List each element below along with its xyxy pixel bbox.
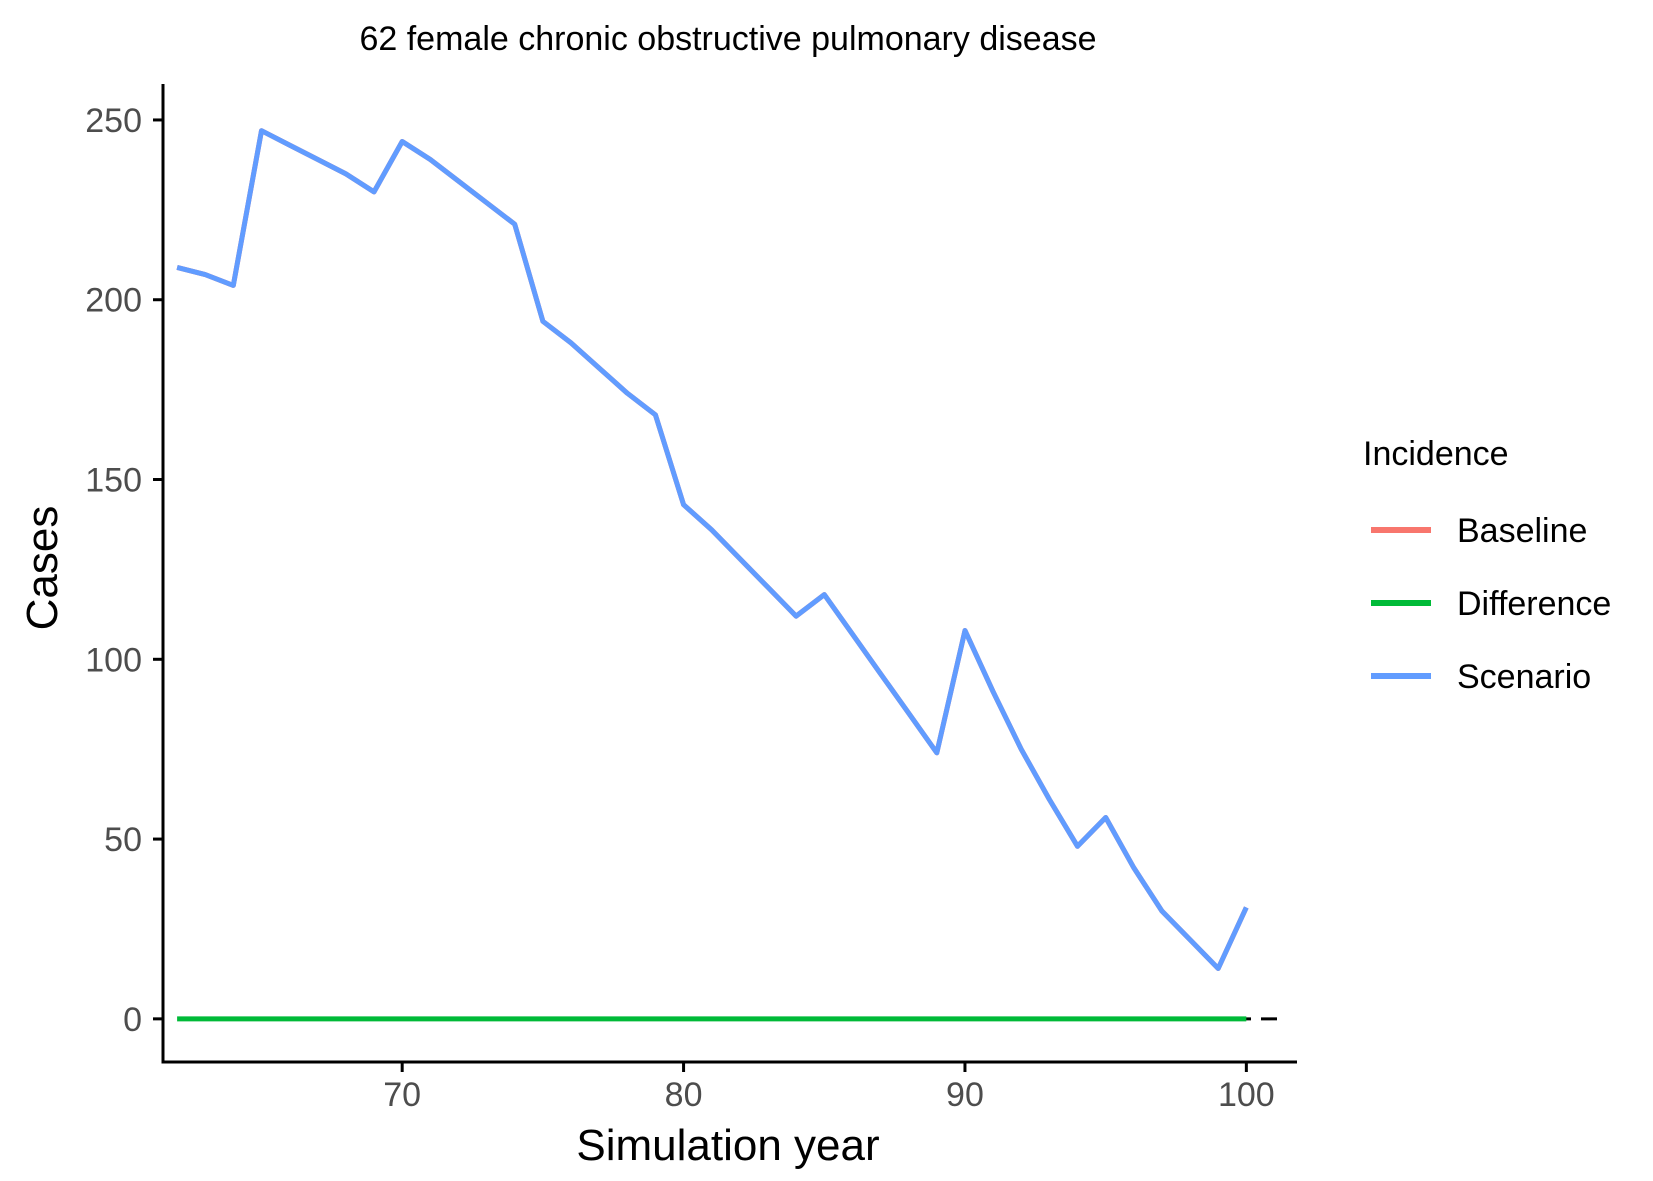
legend-label-difference: Difference xyxy=(1457,585,1611,623)
legend-title: Incidence xyxy=(1363,435,1509,473)
x-axis-title: Simulation year xyxy=(576,1121,879,1170)
x-tick-label: 80 xyxy=(665,1076,703,1114)
series-line-scenario xyxy=(176,128,1249,971)
y-axis-title: Cases xyxy=(18,506,67,631)
y-tick-label: 100 xyxy=(85,641,142,679)
y-axis-ticks: 0 50 100 150 200 250 xyxy=(85,102,163,1039)
x-tick-label: 90 xyxy=(946,1076,984,1114)
x-axis-ticks: 70 80 90 100 xyxy=(383,1062,1275,1114)
y-tick-label: 250 xyxy=(85,102,142,140)
y-tick-label: 0 xyxy=(123,1001,142,1039)
series-lines xyxy=(176,128,1249,1022)
legend-label-baseline: Baseline xyxy=(1457,512,1587,550)
legend-items: Baseline Difference Scenario xyxy=(1371,512,1611,696)
chart-title: 62 female chronic obstructive pulmonary … xyxy=(359,20,1096,58)
x-tick-label: 100 xyxy=(1218,1076,1275,1114)
legend-label-scenario: Scenario xyxy=(1457,658,1591,696)
y-tick-label: 150 xyxy=(85,462,142,500)
y-tick-label: 50 xyxy=(104,821,142,859)
x-tick-label: 70 xyxy=(383,1076,421,1114)
legend: Incidence Baseline Difference Scenario xyxy=(1363,435,1611,696)
y-tick-label: 200 xyxy=(85,282,142,320)
